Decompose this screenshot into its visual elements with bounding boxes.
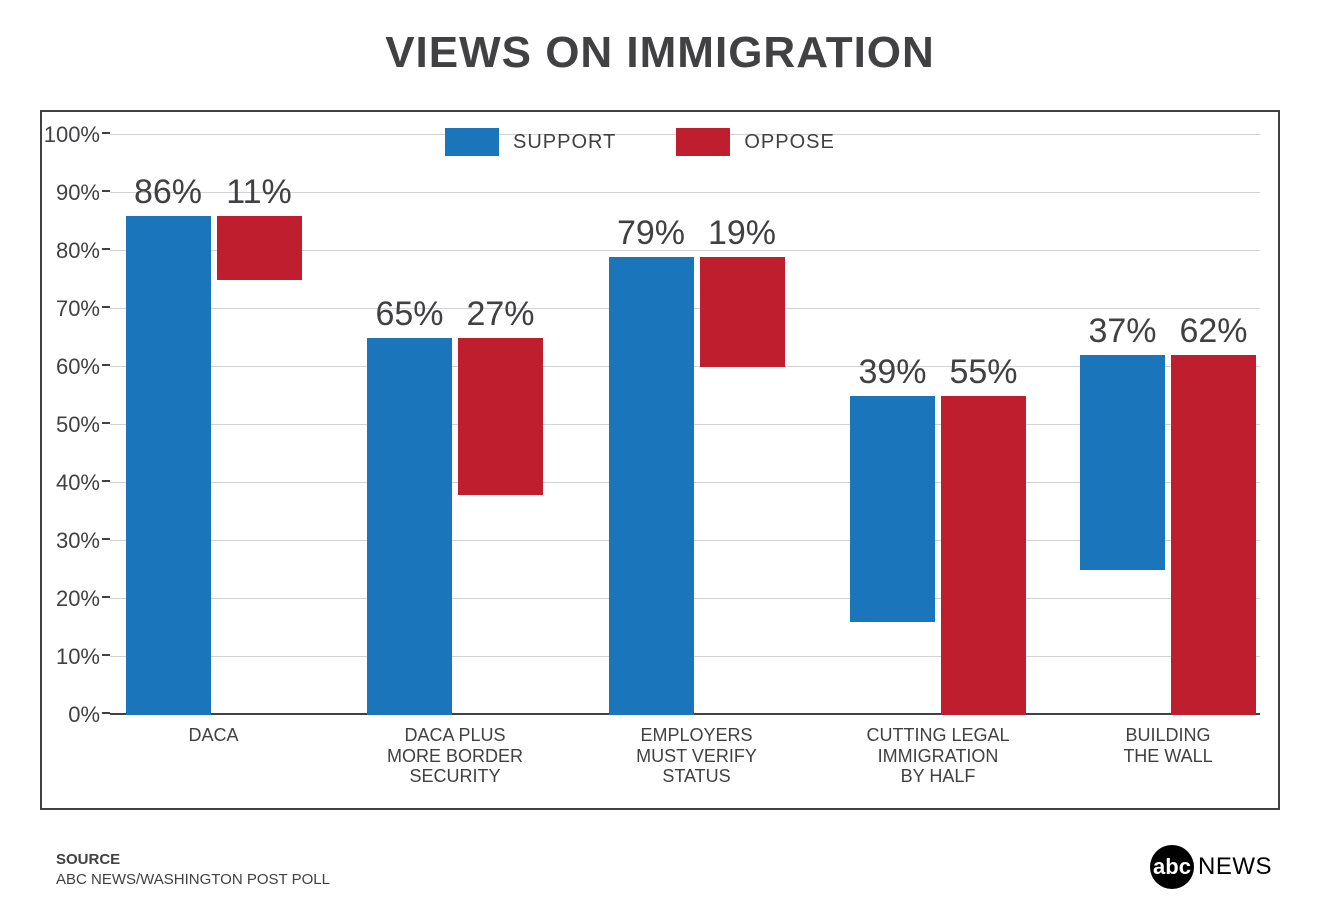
bar-support: 39% [850, 396, 935, 622]
bar-support: 79% [609, 257, 694, 715]
y-tick-label: 60% [56, 354, 110, 380]
category-label: BUILDINGTHE WALL [1058, 715, 1278, 766]
bar-value-label: 55% [949, 353, 1017, 396]
chart-title: VIEWS ON IMMIGRATION [0, 0, 1320, 78]
bar-value-label: 65% [375, 295, 443, 338]
legend-swatch [445, 128, 499, 156]
bar-value-label: 19% [708, 214, 776, 257]
abc-news-logo: abc NEWS [1150, 845, 1272, 889]
legend-swatch [676, 128, 730, 156]
source-attribution: SOURCE ABC NEWS/WASHINGTON POST POLL [56, 850, 330, 889]
bar-support: 65% [367, 338, 452, 715]
chart-plot-area: 0%10%20%30%40%50%60%70%80%90%100%86%11%D… [110, 135, 1260, 715]
category-label: EMPLOYERSMUST VERIFYSTATUS [587, 715, 807, 787]
source-heading: SOURCE [56, 850, 330, 870]
y-tick-label: 50% [56, 412, 110, 438]
bar-oppose: 62% [1171, 355, 1256, 715]
abc-logo-circle: abc [1150, 845, 1194, 889]
legend-label: SUPPORT [513, 131, 616, 154]
category-label: DACA [104, 715, 324, 746]
bar-support: 86% [126, 216, 211, 715]
abc-logo-news-text: NEWS [1198, 853, 1272, 881]
bar-value-label: 11% [226, 173, 292, 216]
y-tick-label: 70% [56, 296, 110, 322]
legend-label: OPPOSE [744, 131, 834, 154]
bar-value-label: 39% [858, 353, 926, 396]
bar-oppose: 11% [217, 216, 302, 280]
legend-item: SUPPORT [445, 128, 616, 156]
bar-value-label: 62% [1179, 312, 1247, 355]
y-tick-label: 40% [56, 470, 110, 496]
chart-legend: SUPPORT OPPOSE [445, 128, 835, 156]
bar-group: 65%27%DACA PLUSMORE BORDERSECURITY [367, 338, 543, 715]
y-tick-label: 80% [56, 238, 110, 264]
category-label: CUTTING LEGALIMMIGRATIONBY HALF [828, 715, 1048, 787]
bar-group: 39%55%CUTTING LEGALIMMIGRATIONBY HALF [850, 396, 1026, 715]
bar-group: 79%19%EMPLOYERSMUST VERIFYSTATUS [609, 257, 785, 715]
bar-value-label: 86% [134, 173, 202, 216]
y-tick-label: 90% [56, 180, 110, 206]
bar-value-label: 27% [466, 295, 534, 338]
y-tick-label: 100% [44, 122, 110, 148]
category-label: DACA PLUSMORE BORDERSECURITY [345, 715, 565, 787]
source-text: ABC NEWS/WASHINGTON POST POLL [56, 870, 330, 890]
bar-group: 86%11%DACA [126, 216, 302, 715]
bar-value-label: 37% [1088, 312, 1156, 355]
bar-oppose: 19% [700, 257, 785, 367]
bar-oppose: 55% [941, 396, 1026, 715]
y-tick-label: 30% [56, 528, 110, 554]
bar-group: 37%62%BUILDINGTHE WALL [1080, 355, 1256, 715]
bar-support: 37% [1080, 355, 1165, 570]
legend-item: OPPOSE [676, 128, 834, 156]
bar-value-label: 79% [617, 214, 685, 257]
y-tick-label: 20% [56, 586, 110, 612]
bar-oppose: 27% [458, 338, 543, 495]
y-tick-label: 10% [56, 644, 110, 670]
